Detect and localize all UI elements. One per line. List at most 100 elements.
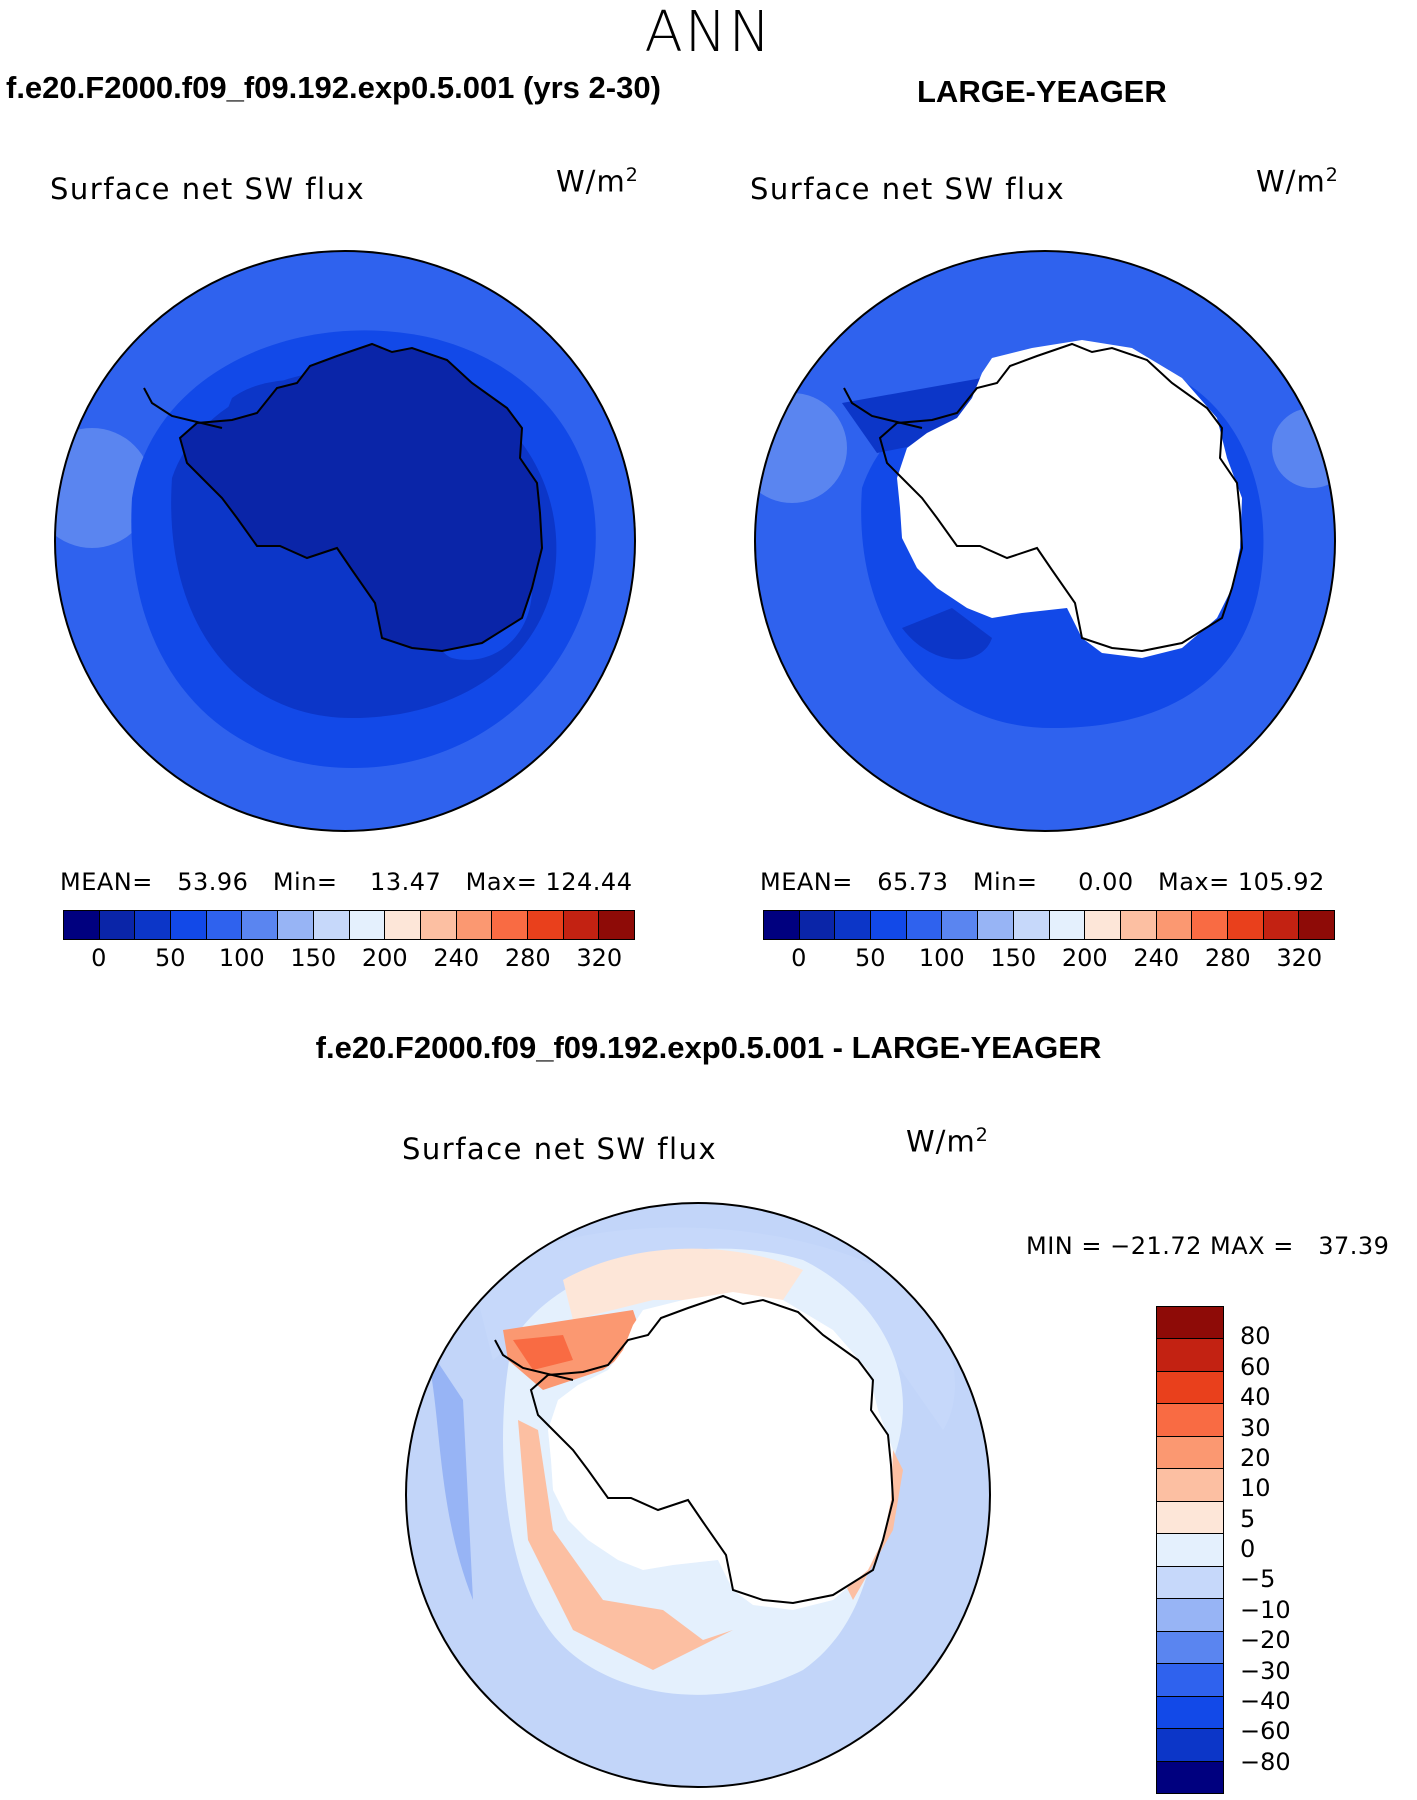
diff-map-border — [405, 1202, 991, 1788]
panel1-units: W/m2 — [556, 164, 639, 199]
panel2-map-border — [754, 250, 1336, 832]
diff-colorbar-tick-label: −60 — [1240, 1717, 1291, 1746]
colorbar-swatch — [527, 911, 564, 939]
panel2-stats: MEAN= 65.73 Min= 0.00 Max= 105.92 — [760, 868, 1325, 896]
diff-ross-warm — [518, 1420, 733, 1670]
panel1-colorbar: 0 50 100 150 200 240 280 320 — [63, 910, 635, 972]
panel1-peninsula — [143, 387, 223, 429]
diff-colorbar-tick-label: 40 — [1240, 1383, 1271, 1412]
panel2-antarctica-outline — [878, 342, 1244, 653]
diff-colorbar-tick-label: −40 — [1240, 1686, 1291, 1715]
colorbar-swatch — [99, 911, 136, 939]
colorbar-swatch — [942, 911, 979, 939]
panel2-map — [754, 250, 1336, 832]
panel1-map — [54, 250, 636, 832]
diff-colorbar-swatch — [1157, 1404, 1223, 1437]
diff-colorbar-swatch — [1157, 1761, 1223, 1794]
diff-west-band — [423, 1340, 473, 1600]
diff-colorbar-tick-label: −5 — [1240, 1565, 1276, 1594]
diff-masked-region — [548, 1292, 893, 1610]
colorbar-swatch — [835, 911, 872, 939]
colorbar-tick-label: 0 — [791, 944, 807, 972]
colorbar-swatch — [456, 911, 493, 939]
colorbar-tick-label: 150 — [990, 944, 1037, 972]
diff-weddell-warm — [503, 1310, 643, 1390]
diff-colorbar — [1156, 1306, 1224, 1794]
diff-colorbar-swatch — [1157, 1566, 1223, 1600]
colorbar-swatch — [906, 911, 943, 939]
diff-variable-label: Surface net SW flux — [402, 1132, 718, 1166]
diff-colorbar-swatch — [1157, 1599, 1223, 1632]
colorbar-tick-label: 240 — [433, 944, 480, 972]
diff-colorbar-tick-label: −10 — [1240, 1595, 1291, 1624]
colorbar-swatch — [1120, 911, 1157, 939]
diff-colorbar-ticks: 80 60 40 30 20 10 5 0 −5 −10 −20 −30 −40 −60 −80 — [1240, 1306, 1320, 1792]
diff-colorbar-tick-label: 5 — [1240, 1504, 1256, 1533]
colorbar-tick-label: 320 — [576, 944, 623, 972]
diff-colorbar-swatch — [1157, 1729, 1223, 1762]
colorbar-swatch — [1192, 911, 1228, 939]
diff-peninsula — [494, 1339, 574, 1381]
panel2-masked-region — [897, 340, 1242, 658]
diff-colorbar-swatch — [1157, 1631, 1223, 1665]
colorbar-swatch — [1156, 911, 1193, 939]
diff-colorbar-swatch — [1157, 1534, 1223, 1567]
diff-colorbar-swatch — [1157, 1696, 1223, 1730]
panel2-peninsula — [843, 387, 923, 429]
panel2-units: W/m2 — [1256, 164, 1339, 199]
diff-colorbar-swatch — [1157, 1469, 1223, 1502]
panel1-map-border — [54, 250, 636, 832]
colorbar-swatch — [1049, 911, 1086, 939]
colorbar-tick-label: 50 — [854, 944, 886, 972]
colorbar-swatch — [1263, 911, 1300, 939]
colorbar-tick-label: 240 — [1133, 944, 1180, 972]
colorbar-swatch — [799, 911, 836, 939]
colorbar-swatch — [385, 911, 421, 939]
diff-colorbar-swatch — [1157, 1501, 1223, 1535]
colorbar-tick-label: 200 — [361, 944, 408, 972]
panel2-colorbar: 0 50 100 150 200 240 280 320 — [763, 910, 1335, 972]
colorbar-swatch — [871, 911, 907, 939]
diff-map — [405, 1202, 991, 1788]
diff-colorbar-tick-label: 60 — [1240, 1352, 1271, 1381]
colorbar-swatch — [978, 911, 1014, 939]
season-title: ANN — [644, 0, 773, 65]
colorbar-swatch — [420, 911, 457, 939]
colorbar-tick-label: 280 — [504, 944, 551, 972]
colorbar-swatch — [242, 911, 279, 939]
panel1-variable-label: Surface net SW flux — [50, 172, 366, 206]
diff-minmax: MIN = −21.72 MAX = 37.39 — [1026, 1232, 1390, 1260]
colorbar-swatch — [1013, 911, 1050, 939]
colorbar-swatch — [64, 911, 100, 939]
diff-colorbar-tick-label: 80 — [1240, 1322, 1271, 1351]
colorbar-swatch — [563, 911, 600, 939]
diff-weddell-peak — [513, 1335, 573, 1370]
diff-antarctica-outline — [529, 1294, 895, 1605]
colorbar-swatch — [278, 911, 314, 939]
diff-colorbar-tick-label: −80 — [1240, 1747, 1291, 1776]
panel2-variable-label: Surface net SW flux — [750, 172, 1066, 206]
diff-colorbar-tick-label: 10 — [1240, 1474, 1271, 1503]
diff-colorbar-swatch — [1157, 1371, 1223, 1405]
panel1-stats: MEAN= 53.96 Min= 13.47 Max= 124.44 — [60, 868, 633, 896]
colorbar-swatch — [349, 911, 386, 939]
colorbar-swatch — [492, 911, 528, 939]
colorbar-swatch — [135, 911, 172, 939]
panel2-ross — [902, 608, 992, 660]
diff-colorbar-swatch — [1157, 1664, 1223, 1697]
colorbar-swatch — [313, 911, 350, 939]
colorbar-tick-label: 100 — [918, 944, 965, 972]
colorbar-swatch — [1299, 911, 1334, 939]
colorbar-swatch — [206, 911, 243, 939]
colorbar-swatch — [171, 911, 207, 939]
colorbar-swatch — [599, 911, 634, 939]
colorbar-tick-label: 100 — [218, 944, 265, 972]
colorbar-swatch — [1227, 911, 1264, 939]
diff-colorbar-tick-label: 0 — [1240, 1535, 1256, 1563]
colorbar-tick-label: 200 — [1061, 944, 1108, 972]
colorbar-swatch — [764, 911, 800, 939]
diff-colorbar-tick-label: −20 — [1240, 1626, 1291, 1655]
panel2-title: LARGE-YEAGER — [917, 74, 1167, 109]
panel1-antarctica-outline — [178, 342, 544, 653]
colorbar-tick-label: 50 — [154, 944, 186, 972]
